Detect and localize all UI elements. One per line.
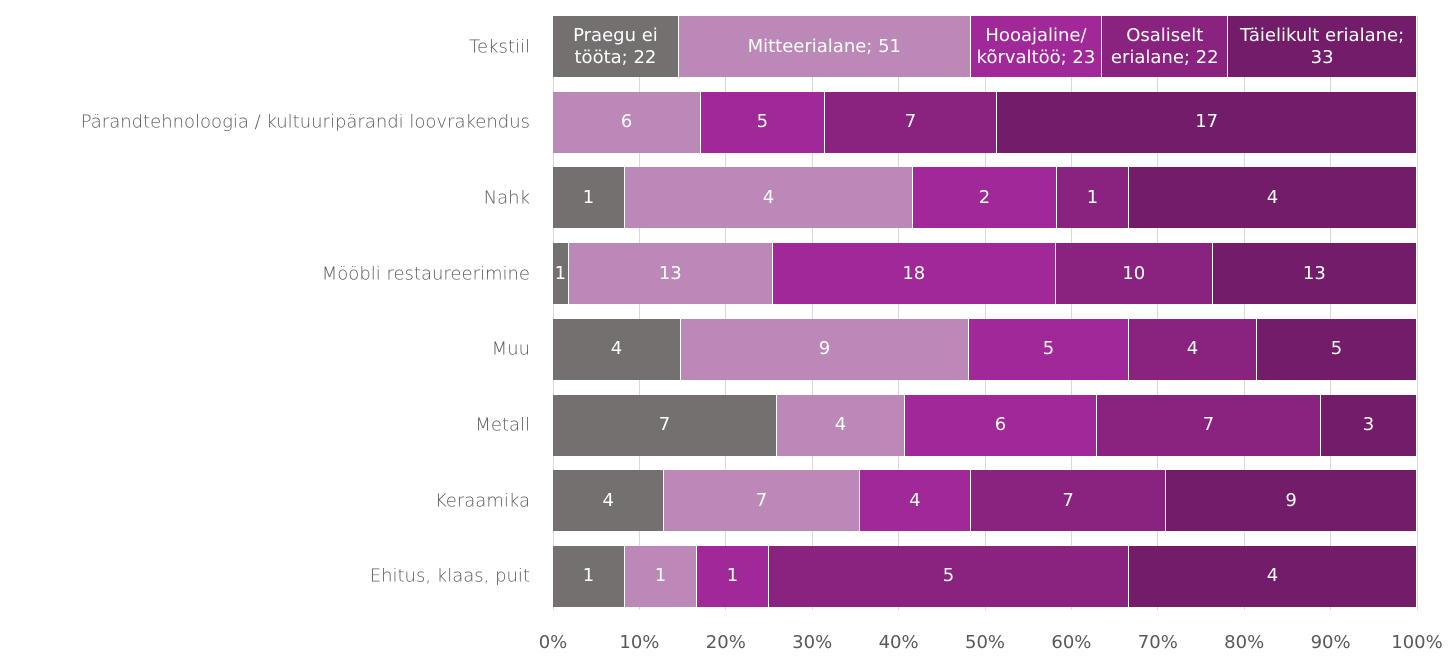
x-tick-label: 50% [964, 632, 1006, 653]
bar-segment: 7 [971, 470, 1167, 532]
bar-segment: Praegu ei tööta; 22 [553, 16, 679, 77]
grid-line [1243, 16, 1245, 610]
grid-line [725, 16, 727, 610]
bar-segment: 6 [553, 91, 702, 153]
bar-segment: 1 [553, 243, 569, 305]
bar-segment: 5 [1257, 318, 1417, 380]
bar-segment: 7 [1097, 394, 1321, 456]
bar-segment: 7 [664, 470, 860, 532]
grid-line [552, 16, 554, 610]
grid-line [1157, 16, 1159, 610]
category-label: Tekstiil [469, 36, 530, 57]
grid-line [1070, 16, 1072, 610]
bar-segment: 10 [1055, 243, 1213, 305]
bar-segment: 1 [697, 545, 769, 607]
x-tick-label: 100% [1391, 632, 1443, 653]
x-tick-label: 60% [1051, 632, 1092, 653]
bar-segment: 1 [625, 545, 697, 607]
category-label: Pärandtehnoloogia / kultuuripärandi loov… [80, 111, 530, 133]
bar-segment: 4 [1129, 545, 1417, 607]
category-label: Keraamika [434, 490, 530, 512]
bar-segment: 5 [701, 91, 825, 153]
grid-line [811, 16, 813, 610]
grid-line [638, 16, 640, 610]
grid-line [898, 16, 900, 610]
bar-segment: 17 [997, 91, 1417, 153]
bar-segment: 4 [777, 394, 905, 456]
bar-segment: 4 [1129, 318, 1257, 380]
bar-segment: 18 [772, 243, 1056, 305]
bar-segment: 1 [553, 545, 625, 607]
bar-segment: 2 [913, 167, 1057, 229]
bar-segment: 9 [681, 318, 969, 380]
x-tick-label: 90% [1310, 632, 1351, 653]
bar-segment: 13 [1212, 243, 1417, 305]
grid-line [1330, 16, 1332, 610]
category-label: Nahk [483, 187, 530, 209]
bar-segment: 4 [1129, 167, 1417, 229]
bar-segment: 13 [568, 243, 773, 305]
bar-segment: 5 [969, 318, 1129, 380]
x-tick-label: 0% [538, 632, 568, 653]
category-label: Metall [475, 414, 530, 436]
bar-segment: Hooajaline/ kõrvaltöö; 23 [970, 16, 1103, 77]
bar-segment: Osaliselt erialane; 22 [1102, 16, 1229, 77]
bar-segment: 1 [1057, 167, 1129, 229]
bar-segment: 7 [553, 394, 777, 456]
x-tick-label: 20% [705, 632, 746, 653]
bar-segment: 9 [1166, 470, 1417, 532]
x-tick-label: 40% [878, 632, 919, 653]
x-tick-label: 10% [619, 632, 660, 653]
x-tick-label: 30% [792, 632, 833, 653]
bar-segment: 4 [625, 167, 913, 229]
bar-segment: Täielikult erialane; 33 [1228, 16, 1417, 77]
bar-segment: 4 [859, 470, 972, 532]
category-label: Muu [491, 338, 530, 360]
bar-segment: 6 [905, 394, 1097, 456]
bar-segment: 5 [769, 545, 1129, 607]
bar-segment: 3 [1321, 394, 1417, 456]
grid-line [1416, 16, 1418, 610]
bar-segment: 4 [553, 318, 681, 380]
grid-line [984, 16, 986, 610]
category-label: Mööbli restaureerimine [321, 263, 530, 285]
x-tick-label: 80% [1224, 632, 1265, 653]
bar-segment: 4 [553, 470, 665, 532]
bar-segment: Mitteerialane; 51 [678, 16, 971, 77]
x-tick-label: 70% [1137, 632, 1178, 653]
category-label: Ehitus, klaas, puit [369, 565, 530, 587]
bar-segment: 1 [553, 167, 625, 229]
bar-segment: 7 [824, 91, 998, 153]
